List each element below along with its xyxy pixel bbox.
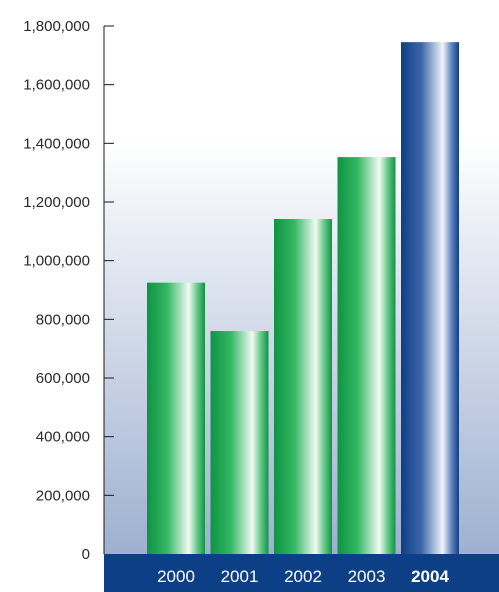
y-tick-label: 400,000 bbox=[36, 429, 90, 446]
y-tick-label: 200,000 bbox=[36, 487, 90, 504]
y-tick-label: 1,000,000 bbox=[23, 253, 90, 270]
y-tick-label: 1,200,000 bbox=[23, 194, 90, 211]
y-tick-label: 800,000 bbox=[36, 311, 90, 328]
bar-2004 bbox=[401, 42, 459, 555]
x-tick-label: 2004 bbox=[411, 567, 449, 586]
y-tick-label: 1,800,000 bbox=[23, 18, 90, 35]
x-tick-label: 2000 bbox=[157, 567, 195, 586]
y-tick-label: 0 bbox=[82, 546, 90, 563]
x-axis-labels: 2000 2001 2002 2003 2004 bbox=[157, 567, 449, 586]
y-tick-label: 1,600,000 bbox=[23, 77, 90, 94]
bar-2003 bbox=[337, 157, 396, 554]
x-tick-label: 2003 bbox=[348, 567, 386, 586]
bar-2002 bbox=[274, 219, 332, 554]
x-tick-label: 2002 bbox=[284, 567, 322, 586]
x-tick-label: 2001 bbox=[221, 567, 259, 586]
y-tick-label: 600,000 bbox=[36, 370, 90, 387]
bar-2001 bbox=[210, 331, 269, 554]
x-axis-band bbox=[104, 554, 499, 592]
y-axis-ticks: 0 200,000 400,000 600,000 800,000 1,000,000 1,… bbox=[23, 18, 114, 563]
bars bbox=[147, 42, 459, 555]
bar-2000 bbox=[147, 282, 205, 554]
y-tick-label: 1,400,000 bbox=[23, 135, 90, 152]
